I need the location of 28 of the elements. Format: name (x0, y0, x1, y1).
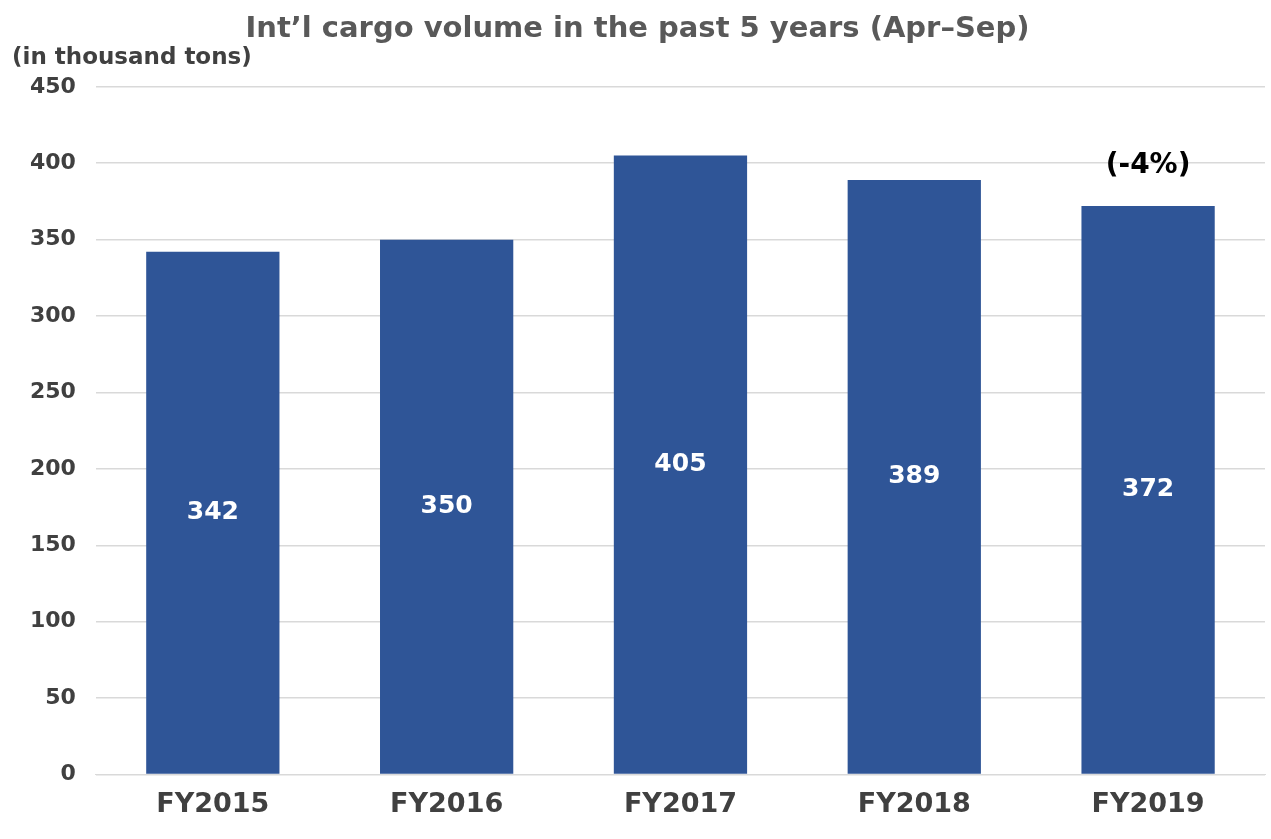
y-tick-label: 250 (29, 378, 76, 404)
x-tick-label: FY2015 (156, 786, 270, 818)
y-tick-label: 300 (29, 301, 76, 327)
y-tick-label: 400 (29, 148, 76, 174)
data-label: 389 (888, 460, 941, 490)
bar (847, 180, 981, 774)
x-tick-label: FY2017 (623, 786, 738, 818)
bar (613, 155, 748, 774)
y-tick-label: 450 (29, 72, 76, 98)
y-tick-label: 350 (29, 225, 76, 251)
annotation: (-4%) (1105, 147, 1191, 181)
x-tick-label: FY2019 (1091, 786, 1205, 818)
y-axis-title: (in thousand tons) (12, 42, 252, 69)
y-tick-label: 200 (29, 454, 76, 480)
data-label: 405 (654, 448, 707, 478)
bar (1081, 206, 1215, 774)
chart-title: Int’l cargo volume in the past 5 years (Apr–Sep) (245, 9, 1030, 44)
data-label: 350 (420, 490, 473, 520)
data-label: 372 (1122, 473, 1175, 503)
bar (380, 239, 514, 774)
bar (146, 251, 280, 774)
x-tick-label: FY2018 (857, 786, 971, 818)
y-tick-label: 50 (45, 683, 76, 709)
y-tick-label: 150 (29, 531, 76, 557)
y-tick-label: 0 (60, 760, 76, 786)
x-tick-label: FY2016 (390, 786, 504, 818)
y-tick-label: 100 (29, 607, 76, 633)
data-label: 342 (186, 496, 239, 526)
